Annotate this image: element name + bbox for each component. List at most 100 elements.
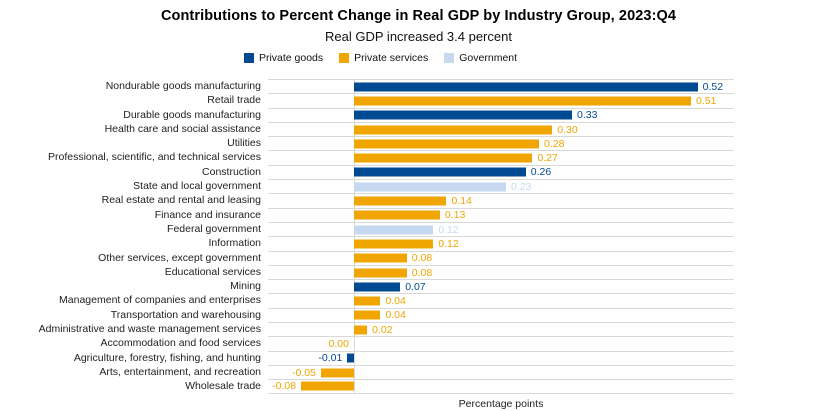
bar-track: 0.14 [268, 193, 734, 208]
bar-track: 0.13 [268, 207, 734, 222]
category-label: Administrative and waste management serv… [38, 323, 261, 336]
bar-row-arts-entertainment-and-recreation: Arts, entertainment, and recreation -0.05 [0, 364, 734, 380]
bar [353, 82, 698, 92]
legend-item-government: Government [444, 52, 517, 64]
bar-row-educational-services: Educational services 0.08 [0, 264, 734, 280]
bar [353, 139, 539, 149]
value-label: 0.08 [411, 252, 433, 265]
value-label: 0.07 [405, 280, 426, 293]
bar-track: 0.04 [268, 293, 734, 308]
zero-axis-line [353, 379, 355, 393]
bar [353, 225, 434, 235]
value-label: -0.01 [318, 352, 343, 365]
bar [353, 153, 533, 163]
bar [353, 125, 553, 135]
category-label: Management of companies and enterprises [59, 294, 261, 307]
legend: Private goods Private services Government [0, 52, 799, 64]
bar-track: 0.52 [268, 79, 734, 94]
category-label: Real estate and rental and leasing [101, 194, 261, 207]
zero-axis-line [353, 336, 355, 351]
bar [353, 110, 573, 120]
category-label: Professional, scientific, and technical … [47, 151, 261, 164]
value-label: 0.26 [530, 166, 552, 179]
value-label: 0.08 [411, 266, 433, 279]
bar-row-state-and-local-government: State and local government 0.23 [0, 179, 734, 194]
zero-axis-line [353, 350, 355, 365]
value-label: 0.12 [438, 237, 459, 250]
bar [353, 310, 381, 320]
bar-row-agriculture-forestry-fishing-and-hunting: Agriculture, forestry, fishing, and hunt… [0, 350, 734, 365]
legend-item-private-services: Private services [339, 52, 428, 64]
category-label: Educational services [164, 265, 261, 278]
bar-track: 0.28 [268, 136, 734, 151]
value-label: 0.12 [438, 223, 459, 236]
bar-row-federal-government: Federal government 0.12 [0, 221, 734, 237]
legend-swatch-goods-icon [243, 53, 254, 63]
bar-row-wholesale-trade: Wholesale trade -0.08 [0, 379, 734, 394]
bar [301, 381, 354, 391]
bar-track: 0.07 [268, 279, 734, 294]
bar-row-management-of-companies-and-enterprises: Management of companies and enterprises 0… [0, 293, 734, 308]
bar-track: 0.23 [268, 179, 734, 194]
bar-row-utilities: Utilities 0.28 [0, 136, 734, 151]
bar [353, 96, 692, 106]
category-label: Arts, entertainment, and recreation [99, 365, 261, 378]
bar [353, 253, 407, 263]
value-label: -0.05 [291, 366, 316, 379]
bar-row-administrative-and-waste-management-services: Administrative and waste management serv… [0, 322, 734, 337]
bar-track: 0.04 [268, 307, 734, 323]
bar [353, 296, 381, 306]
x-axis-label: Percentage points [458, 397, 544, 410]
bar-track: 0.27 [268, 150, 734, 165]
category-label: Information [208, 237, 261, 250]
value-label: 0.04 [385, 309, 406, 322]
bar-row-information: Information 0.12 [0, 236, 734, 251]
category-label: Retail trade [207, 94, 261, 107]
value-label: 0.13 [444, 209, 466, 222]
legend-item-private-goods: Private goods [243, 52, 323, 64]
category-label: Durable goods manufacturing [123, 108, 261, 121]
zero-axis-line [353, 364, 355, 380]
legend-label: Private services [354, 52, 429, 64]
bar [353, 239, 434, 249]
bar-track: 0.30 [268, 121, 734, 137]
bar-track: 0.00 [268, 336, 734, 351]
bar-row-durable-goods-manufacturing: Durable goods manufacturing 0.33 [0, 107, 734, 122]
bar-row-transportation-and-warehousing: Transportation and warehousing 0.04 [0, 307, 734, 323]
category-label: Health care and social assistance [104, 122, 261, 135]
bar-track: 0.12 [268, 236, 734, 251]
category-label: Transportation and warehousing [110, 308, 261, 321]
category-label: State and local government [133, 180, 261, 193]
category-label: Accommodation and food services [100, 337, 262, 350]
category-label: Wholesale trade [185, 380, 261, 393]
bar [347, 353, 354, 363]
category-label: Utilities [227, 137, 261, 150]
category-label: Construction [202, 165, 261, 178]
bar-track: 0.26 [268, 164, 734, 180]
bar-row-retail-trade: Retail trade 0.51 [0, 93, 734, 108]
bar-row-health-care-and-social-assistance: Health care and social assistance 0.30 [0, 121, 734, 137]
value-label: 0.00 [328, 337, 349, 350]
category-label: Nondurable goods manufacturing [105, 80, 261, 92]
bar-track: -0.05 [268, 364, 734, 380]
bar [353, 196, 447, 206]
bar-row-construction: Construction 0.26 [0, 164, 734, 180]
bar-row-nondurable-goods-manufacturing: Nondurable goods manufacturing 0.52 [0, 79, 734, 94]
value-label: 0.30 [557, 123, 578, 136]
value-label: 0.27 [537, 152, 558, 165]
value-label: 0.52 [702, 80, 724, 93]
category-label: Finance and insurance [154, 208, 261, 221]
bar [353, 325, 368, 335]
bar-track: 0.33 [268, 107, 734, 122]
value-label: 0.02 [372, 323, 393, 336]
bar-track: -0.08 [268, 379, 734, 394]
value-label: 0.33 [577, 109, 598, 122]
bar-track: 0.51 [268, 93, 734, 108]
bar-row-accommodation-and-food-services: Accommodation and food services 0.00 [0, 336, 734, 351]
bar [353, 210, 440, 220]
bar-row-finance-and-insurance: Finance and insurance 0.13 [0, 207, 734, 222]
bar-track: 0.08 [268, 250, 734, 265]
chart-title: Contributions to Percent Change in Real … [160, 8, 677, 24]
legend-swatch-government-icon [444, 53, 455, 63]
